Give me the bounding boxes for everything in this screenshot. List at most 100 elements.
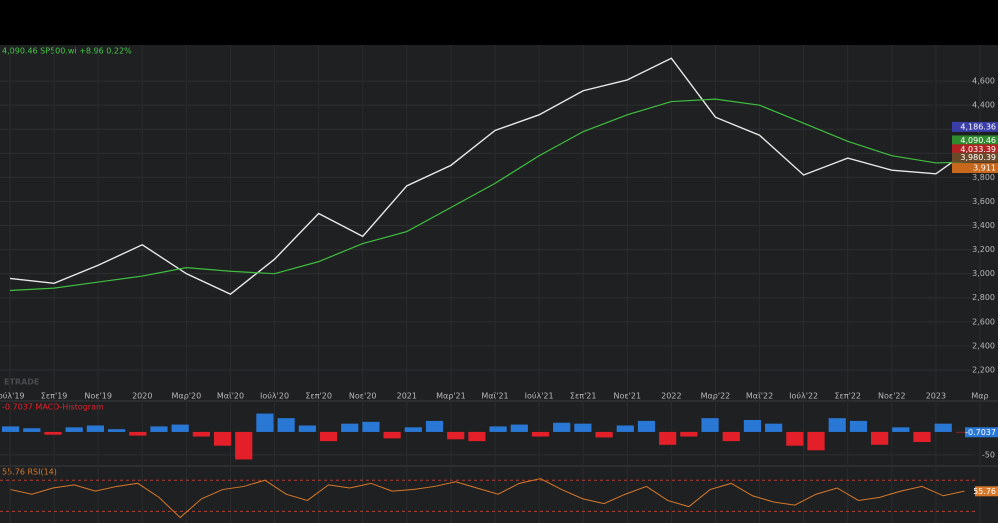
histogram-bar <box>362 421 380 432</box>
histogram-bar <box>659 431 677 445</box>
current-box <box>965 427 998 438</box>
histogram-bar <box>871 431 889 445</box>
x-tick-label: 2023 <box>926 392 946 401</box>
histogram-bar <box>44 431 62 435</box>
y-tick-label: 3,600 <box>972 197 995 206</box>
current-label: -0.7037 <box>965 428 996 437</box>
histogram-bar <box>425 420 444 432</box>
x-tick-label: Σεπ'20 <box>305 392 332 401</box>
rsi-line <box>10 478 965 519</box>
x-tick-label: Ιούλ'22 <box>789 391 818 401</box>
x-tick-label: Μαϊ'20 <box>217 392 244 401</box>
y-tick-label: 2,600 <box>972 317 995 326</box>
histogram-bar <box>680 431 698 437</box>
y-tick-label: 3,800 <box>972 173 995 182</box>
watermark: ETRADE <box>4 378 39 387</box>
histogram-bar <box>934 423 952 432</box>
price-label: 4,033.39 <box>960 145 996 154</box>
histogram-bar <box>298 425 316 432</box>
histogram-bar <box>637 420 656 432</box>
price-label: 3,980.39 <box>960 153 996 162</box>
histogram-bar <box>192 431 210 437</box>
x-tick-label: Νοε'21 <box>613 392 641 401</box>
current-label: 55.76 <box>973 487 996 496</box>
histogram-bar <box>743 419 762 432</box>
x-tick-label: 2022 <box>661 392 681 401</box>
x-tick-label: Μαρ'20 <box>172 392 202 401</box>
histogram-bar <box>786 431 804 446</box>
histogram-bar <box>107 429 126 432</box>
x-tick-label: Μαρ'22 <box>701 392 731 401</box>
histogram-bar <box>553 422 571 432</box>
histogram-bar <box>828 418 846 432</box>
price-label-box <box>952 163 998 174</box>
histogram-bar <box>341 423 359 432</box>
x-tick-label: Μαρ'21 <box>436 392 466 401</box>
price-label-box <box>952 135 998 146</box>
histogram-bar <box>383 431 401 439</box>
histogram-bar <box>277 418 295 432</box>
histogram-bar <box>86 425 104 432</box>
histogram-bar <box>129 431 147 436</box>
histogram-bar <box>807 431 825 451</box>
current-box <box>975 486 998 497</box>
histogram-bar <box>235 431 253 460</box>
histogram-bar <box>65 427 83 432</box>
x-tick-label: Ιούλ'20 <box>260 391 289 401</box>
histogram-bar <box>701 418 719 432</box>
histogram-bar <box>2 426 20 432</box>
price-line <box>9 98 981 292</box>
histogram-bar <box>849 420 868 432</box>
histogram-bar <box>213 431 232 446</box>
price-label: 4,186.36 <box>960 122 996 131</box>
top-bar <box>0 0 998 45</box>
x-tick-label: Μαϊ'22 <box>746 392 773 401</box>
histogram-bar <box>171 424 189 432</box>
x-tick-label: Σεπ'19 <box>41 392 68 401</box>
histogram-bar <box>150 426 168 432</box>
x-tick-label: Νοε'20 <box>349 392 377 401</box>
price-line <box>9 57 981 295</box>
histogram-bar <box>319 431 338 442</box>
y-tick-label: 2,200 <box>972 365 995 374</box>
histogram-bar <box>447 431 465 440</box>
histogram-bar <box>595 431 613 438</box>
x-tick-label: 2020 <box>132 392 152 401</box>
y-tick-label: 3,000 <box>972 269 995 278</box>
histogram-bar <box>722 431 740 442</box>
histogram-bar <box>256 413 274 432</box>
histogram-bar <box>404 427 422 432</box>
x-tick-label: 2021 <box>397 392 417 401</box>
price-label-box <box>952 121 998 132</box>
histogram-bar <box>468 431 486 442</box>
price-label-box <box>952 152 998 163</box>
histogram-bar <box>489 426 507 432</box>
y-tick-label: 3,200 <box>972 245 995 254</box>
histogram-bar <box>510 424 528 432</box>
histogram-bar <box>531 431 550 437</box>
rsi-legend: 55.76 RSI(14) <box>2 468 57 477</box>
price-label: 3,911 <box>973 164 996 173</box>
y-tick-label: 4,400 <box>972 101 995 110</box>
main-legend: 4,090.46 SP500.wi +8.96 0.22% <box>2 47 132 56</box>
x-tick-label: Ιούλ'21 <box>525 391 554 401</box>
histogram-bar <box>23 428 41 432</box>
x-tick-label: Ιούλ'19 <box>0 391 25 401</box>
y-tick-label: -50 <box>982 450 995 459</box>
macd-legend: -0.7037 MACD-Histogram <box>2 403 104 412</box>
x-tick-label: Σεπ'21 <box>570 392 597 401</box>
x-tick-label: Μαϊ'21 <box>481 392 508 401</box>
price-label-box <box>952 144 998 155</box>
histogram-bar <box>765 423 783 432</box>
x-tick-label: Σεπ'22 <box>834 392 861 401</box>
histogram-bar <box>574 423 592 432</box>
y-tick-label: 2,800 <box>972 293 995 302</box>
histogram-bar <box>616 425 634 432</box>
price-label: 4,090.46 <box>960 136 996 145</box>
x-tick-label: Νοε'19 <box>84 392 112 401</box>
y-tick-label: 4,600 <box>972 77 995 86</box>
histogram-bar <box>892 427 910 432</box>
y-tick-label: 2,400 <box>972 341 995 350</box>
x-tick-label: Μαρ <box>971 392 988 401</box>
